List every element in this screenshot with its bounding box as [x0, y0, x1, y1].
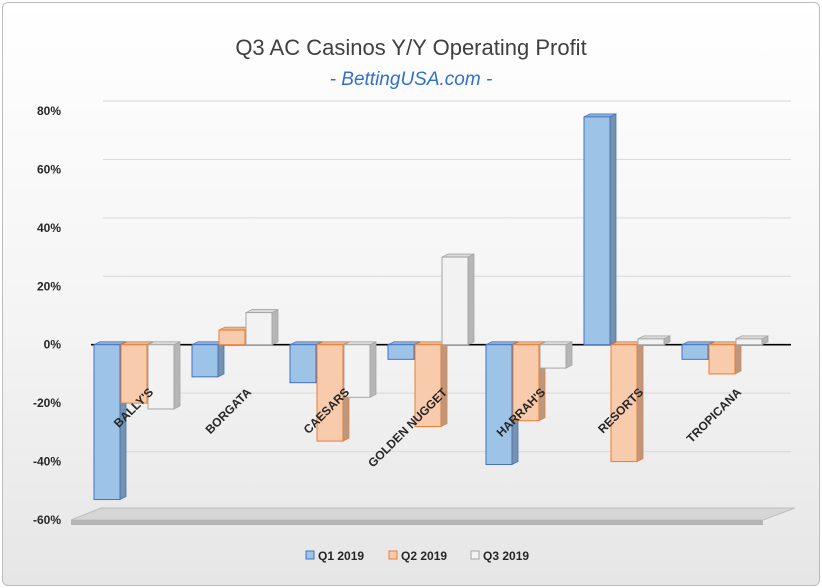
bar-q2-2019	[316, 341, 350, 442]
legend-item: Q2 2019	[388, 549, 447, 563]
bar-chart: Q3 AC Casinos Y/Y Operating Profit - Bet…	[33, 35, 796, 563]
x-axis-categories: BALLY'S BORGATA CAESARS GOLDEN NUGGET HARRAH…	[111, 385, 744, 470]
bar-q2-2019	[708, 341, 742, 375]
bar-front	[343, 344, 371, 398]
bar-front	[735, 338, 763, 346]
bar-q2-2019	[414, 341, 448, 428]
bar-q2-2019	[610, 341, 644, 463]
y-tick-label: -60%	[33, 513, 61, 527]
bar-front	[147, 344, 175, 410]
legend-item: Q3 2019	[470, 549, 529, 563]
y-axis-ticks: 80% 60% 40% 20% 0% -20% -40% -60%	[33, 104, 61, 527]
bar-q3-2019	[637, 335, 671, 346]
chart-subtitle: - BettingUSA.com -	[330, 69, 493, 90]
legend-swatch	[305, 550, 315, 560]
bar-q1-2019	[485, 341, 519, 466]
bar-side	[271, 308, 279, 346]
legend-swatch	[388, 550, 398, 560]
y-tick-label: -20%	[33, 396, 61, 410]
bar-front	[708, 344, 736, 375]
bar-front	[539, 344, 567, 369]
chart-title: Q3 AC Casinos Y/Y Operating Profit	[235, 35, 586, 60]
bar-side	[217, 341, 225, 378]
plot-floor	[70, 507, 796, 525]
bar-q3-2019	[245, 308, 279, 346]
bar-front	[191, 344, 219, 378]
legend-label: Q3 2019	[483, 549, 529, 563]
y-tick-label: 40%	[37, 221, 61, 235]
bars	[93, 113, 769, 501]
bar-front	[93, 344, 121, 501]
bar-front	[387, 344, 415, 360]
bar-q3-2019	[735, 335, 769, 346]
bar-front	[414, 344, 442, 428]
bar-side	[440, 341, 448, 428]
legend: Q1 2019 Q2 2019 Q3 2019	[305, 549, 529, 563]
bar-front	[583, 116, 611, 346]
y-tick-label: -40%	[33, 455, 61, 469]
bar-front	[441, 256, 469, 346]
bar-front	[218, 329, 246, 346]
bar-front	[120, 344, 148, 404]
bar-q1-2019	[93, 341, 127, 501]
floor-front	[71, 520, 763, 525]
y-tick-label: 60%	[37, 162, 61, 176]
bar-front	[289, 344, 317, 384]
bar-q1-2019	[583, 113, 617, 346]
bar-side	[734, 341, 742, 375]
bar-front	[512, 344, 540, 422]
category-label: TROPICANA	[684, 385, 745, 446]
bar-front	[637, 338, 665, 346]
legend-swatch	[470, 550, 480, 560]
bar-side	[173, 341, 181, 410]
bar-front	[681, 344, 709, 360]
y-tick-label: 0%	[44, 338, 62, 352]
bar-q3-2019	[147, 341, 181, 410]
bar-front	[245, 312, 273, 346]
bar-q3-2019	[441, 253, 475, 346]
category-label: GOLDEN NUGGET	[365, 385, 450, 470]
bar-side	[369, 341, 377, 398]
bar-q3-2019	[343, 341, 377, 398]
legend-label: Q1 2019	[318, 549, 364, 563]
bar-front	[485, 344, 513, 465]
bar-front	[610, 344, 638, 463]
bar-side	[467, 253, 475, 346]
legend-item: Q1 2019	[305, 549, 364, 563]
bar-side	[609, 113, 617, 346]
floor-top	[70, 507, 796, 521]
bar-q1-2019	[191, 341, 225, 378]
bar-front	[316, 344, 344, 442]
bar-side	[565, 341, 573, 369]
y-tick-label: 80%	[37, 104, 61, 118]
bar-q3-2019	[539, 341, 573, 369]
legend-label: Q2 2019	[401, 549, 447, 563]
y-tick-label: 20%	[37, 279, 61, 293]
